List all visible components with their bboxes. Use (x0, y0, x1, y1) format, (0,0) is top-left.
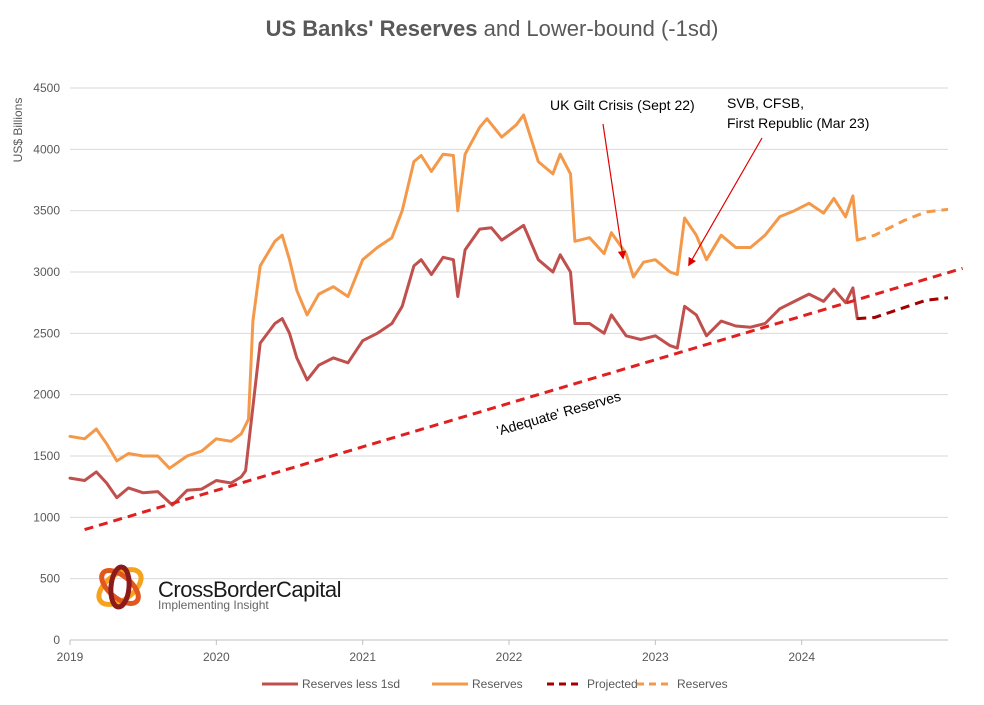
series-line-projected-dashed (857, 296, 949, 321)
y-tick-label: 2000 (33, 388, 60, 402)
chart-title-rest: and Lower-bound (-1sd) (478, 16, 719, 41)
series-line-reserves (68, 113, 859, 470)
y-tick-label: 3000 (33, 265, 60, 279)
legend-label: Projected (587, 677, 638, 691)
x-tick-label: 2023 (642, 650, 669, 664)
annotation-svb-line: First Republic (Mar 23) (727, 115, 869, 131)
annotation-arrow-svb (688, 137, 763, 267)
series-line-adequate-reserves-dashed (84, 266, 964, 532)
annotation-uk-gilt: UK Gilt Crisis (Sept 22) (550, 97, 695, 113)
y-tick-label: 3500 (33, 204, 60, 218)
y-tick-label: 500 (40, 572, 60, 586)
grid-layer (70, 87, 948, 580)
y-tick-label: 0 (53, 633, 60, 647)
x-tick-label: 2020 (203, 650, 230, 664)
annotation-adequate-reserves: 'Adequate' Reserves (495, 388, 623, 439)
y-tick-label: 1500 (33, 449, 60, 463)
crossborder-logo: CrossBorderCapital Implementing Insight (96, 564, 341, 612)
legend-label: Reserves less 1sd (302, 677, 400, 691)
legend-label: Reserves (677, 677, 728, 691)
y-axis-label: US$ Billions (11, 98, 25, 163)
chart-title-bold: US Banks' Reserves (266, 16, 478, 41)
annotation-svb-line: SVB, CFSB, (727, 95, 804, 111)
logo-swirl-icon (96, 564, 144, 610)
x-tick-label: 2024 (788, 650, 815, 664)
logo-tagline: Implementing Insight (158, 598, 269, 612)
annotation-arrow-uk-gilt (602, 123, 627, 260)
series-layer (68, 113, 964, 532)
x-tick-label: 2021 (349, 650, 376, 664)
y-tick-label: 1000 (33, 510, 60, 524)
legend-label: Reserves (472, 677, 523, 691)
axis-layer: 0 500 1000 1500 2000 2500 3000 3500 4000 4500 2019… (33, 81, 948, 664)
y-tick-label: 2500 (33, 326, 60, 340)
x-tick-label: 2022 (496, 650, 523, 664)
logo-name: CrossBorderCapital (158, 577, 341, 602)
series-line-reserves-less-1sd (68, 223, 859, 507)
y-tick-label: 4500 (33, 81, 60, 95)
y-tick-label: 4000 (33, 142, 60, 156)
annotation-layer: UK Gilt Crisis (Sept 22) SVB, CFSB, First … (495, 95, 870, 439)
chart-title: US Banks' Reserves and Lower-bound (-1sd… (266, 16, 719, 41)
legend-layer: Reserves less 1sd Reserves Projected Reserv… (262, 677, 728, 691)
x-tick-label: 2019 (57, 650, 84, 664)
series-line-reserves-dashed (856, 207, 949, 242)
